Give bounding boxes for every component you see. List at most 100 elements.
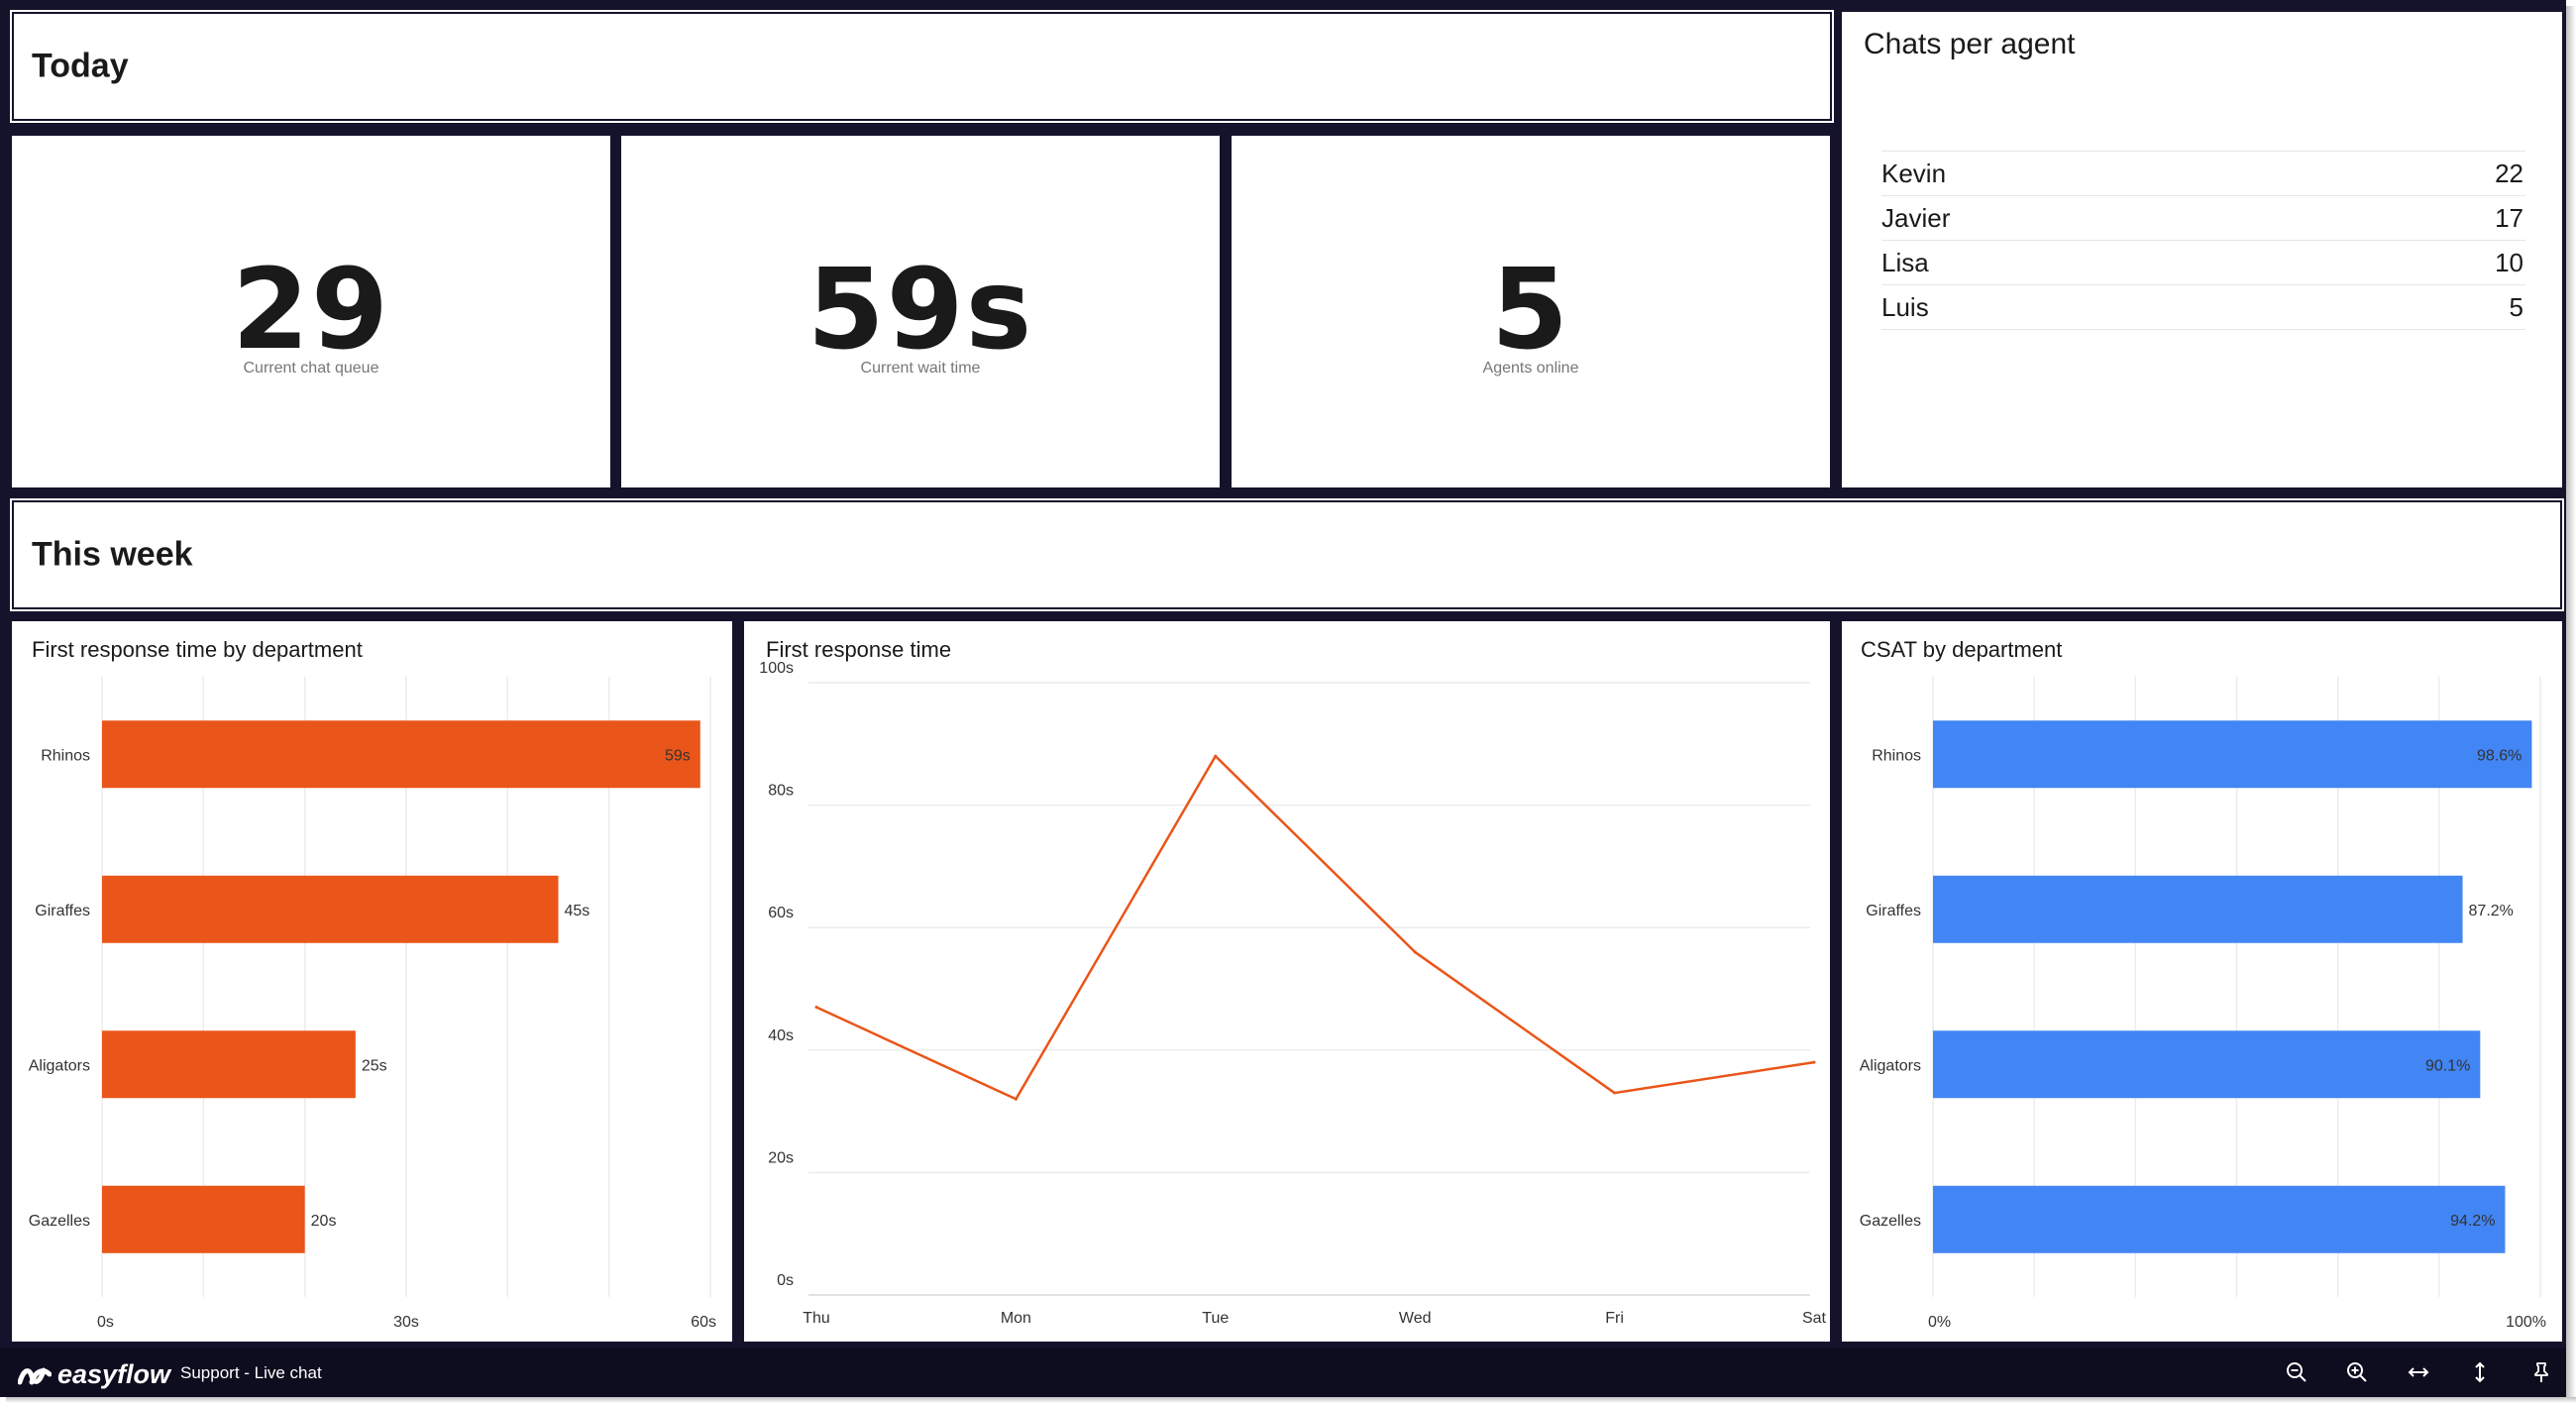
footer-bar: easyflow Support - Live chat (0, 1348, 2566, 1397)
section-header-today: Today (10, 10, 1834, 123)
category-label: Gazelles (29, 1213, 90, 1230)
kpi-value: 5 (1491, 246, 1570, 375)
data-label: 94.2% (2450, 1213, 2495, 1230)
agent-name: Lisa (1881, 240, 2327, 285)
category-label: Rhinos (1872, 747, 1921, 764)
pin-button[interactable] (2526, 1357, 2556, 1387)
kpi-value: 59s (806, 246, 1034, 375)
category-label: Giraffes (1866, 903, 1921, 919)
data-label: 25s (362, 1057, 387, 1074)
bar (1933, 875, 2463, 943)
csat-by-department-panel: CSAT by department 0% 100% Rhinos 98.6% Gira… (1842, 621, 2562, 1342)
fit-width-button[interactable] (2404, 1357, 2433, 1387)
agent-name: Luis (1881, 284, 2327, 330)
series-line (815, 754, 1815, 1101)
chats-per-agent-panel: Chats per agent Kevin 22 Javier 17 Lisa … (1842, 12, 2562, 487)
table-row: Javier 17 (1881, 195, 2525, 241)
section-title-today: Today (32, 47, 129, 85)
section-title-this-week: This week (32, 535, 193, 574)
x-tick-label: 0% (1928, 1314, 1951, 1331)
chart-title: First response time (766, 637, 952, 662)
bar (1933, 1030, 2481, 1099)
data-label: 98.6% (2477, 747, 2522, 764)
y-tick-label: 100s (759, 660, 794, 677)
category-label: Gazelles (1860, 1213, 1921, 1230)
category-label: Aligators (1860, 1057, 1921, 1074)
zoom-in-button[interactable] (2342, 1357, 2372, 1387)
data-point (1014, 1097, 1018, 1101)
x-tick-label: 30s (393, 1314, 419, 1331)
x-tick-label: Fri (1605, 1310, 1624, 1327)
kpi-value: 29 (232, 246, 390, 375)
kpi-tile-chat-queue: 29 Current chat queue (12, 136, 610, 487)
chats-per-agent-title: Chats per agent (1864, 28, 2076, 60)
data-point (1214, 754, 1218, 758)
kpi-label: Current chat queue (243, 360, 379, 377)
y-tick-label: 60s (768, 905, 794, 921)
window-shadow (2566, 6, 2576, 1403)
bar (1933, 720, 2532, 789)
y-tick-label: 0s (777, 1272, 794, 1289)
data-point (814, 1006, 818, 1010)
easyflow-logo: easyflow (18, 1359, 170, 1390)
easyflow-logo-icon (18, 1367, 52, 1384)
data-point (1413, 950, 1417, 954)
zoom-out-icon (2287, 1362, 2307, 1382)
category-label: Rhinos (41, 747, 90, 764)
chart-title: First response time by department (32, 637, 363, 662)
bar (1933, 1185, 2506, 1253)
data-point (1812, 1060, 1816, 1064)
kpi-tile-wait-time: 59s Current wait time (621, 136, 1220, 487)
frt-by-department-chart: 0s 30s 60s Rhinos 59s Giraffes 45s Aligators 25s… (29, 677, 716, 1331)
pin-icon (2534, 1362, 2548, 1382)
frt-by-department-panel: First response time by department 0s 30s 6… (12, 621, 732, 1342)
chart-title: CSAT by department (1861, 637, 2063, 662)
table-row: Kevin 22 (1881, 151, 2525, 196)
x-tick-label: Mon (1001, 1310, 1031, 1327)
x-tick-label: 100% (2506, 1314, 2546, 1331)
fit-height-icon (2475, 1361, 2485, 1383)
x-tick-label: 60s (691, 1314, 716, 1331)
dashboard-title: Support - Live chat (180, 1363, 322, 1382)
bar (102, 720, 700, 789)
zoom-in-icon (2347, 1362, 2367, 1382)
x-tick-label: Wed (1399, 1310, 1432, 1327)
bar (102, 1030, 356, 1099)
bar (102, 1185, 305, 1253)
x-tick-label: Sat (1802, 1310, 1827, 1327)
agent-chat-count: 17 (2326, 195, 2525, 241)
x-tick-label: Tue (1202, 1310, 1229, 1327)
section-header-this-week: This week (10, 498, 2564, 611)
zoom-out-button[interactable] (2282, 1357, 2311, 1387)
x-tick-label: Thu (803, 1310, 830, 1327)
data-label: 59s (665, 747, 691, 764)
kpi-label: Agents online (1482, 360, 1579, 377)
agent-chat-count: 22 (2326, 151, 2525, 196)
agent-chat-count: 10 (2326, 240, 2525, 285)
data-label: 20s (311, 1213, 337, 1230)
table-row: Luis 5 (1881, 284, 2525, 330)
y-tick-label: 20s (768, 1149, 794, 1166)
agent-chat-count: 5 (2326, 284, 2525, 330)
agent-name: Kevin (1881, 151, 2327, 196)
data-label: 90.1% (2425, 1057, 2470, 1074)
data-label: 87.2% (2469, 903, 2514, 919)
category-label: Giraffes (35, 903, 90, 919)
fit-height-button[interactable] (2465, 1357, 2495, 1387)
x-tick-label: 0s (97, 1314, 114, 1331)
logo-text: easyflow (57, 1359, 171, 1389)
window-shadow (6, 1397, 2576, 1403)
table-row: Lisa 10 (1881, 240, 2525, 285)
frt-line-chart: 0s 20s 40s 60s 80s 100s Thu Mon Tue Wed Fri Sat (759, 660, 1827, 1327)
frt-line-panel: First response time 0s 20s 40s 60s 80s 100s Th… (744, 621, 1830, 1342)
agent-name: Javier (1881, 195, 2327, 241)
category-label: Aligators (29, 1057, 90, 1074)
fit-width-icon (2408, 1367, 2429, 1377)
y-tick-label: 40s (768, 1027, 794, 1044)
csat-by-department-chart: 0% 100% Rhinos 98.6% Giraffes 87.2% Aligators 9… (1860, 677, 2546, 1331)
chats-per-agent-table: Kevin 22 Javier 17 Lisa 10 Luis 5 (1881, 151, 2525, 330)
bar (102, 875, 559, 943)
kpi-tile-agents-online: 5 Agents online (1232, 136, 1830, 487)
kpi-label: Current wait time (860, 360, 981, 377)
